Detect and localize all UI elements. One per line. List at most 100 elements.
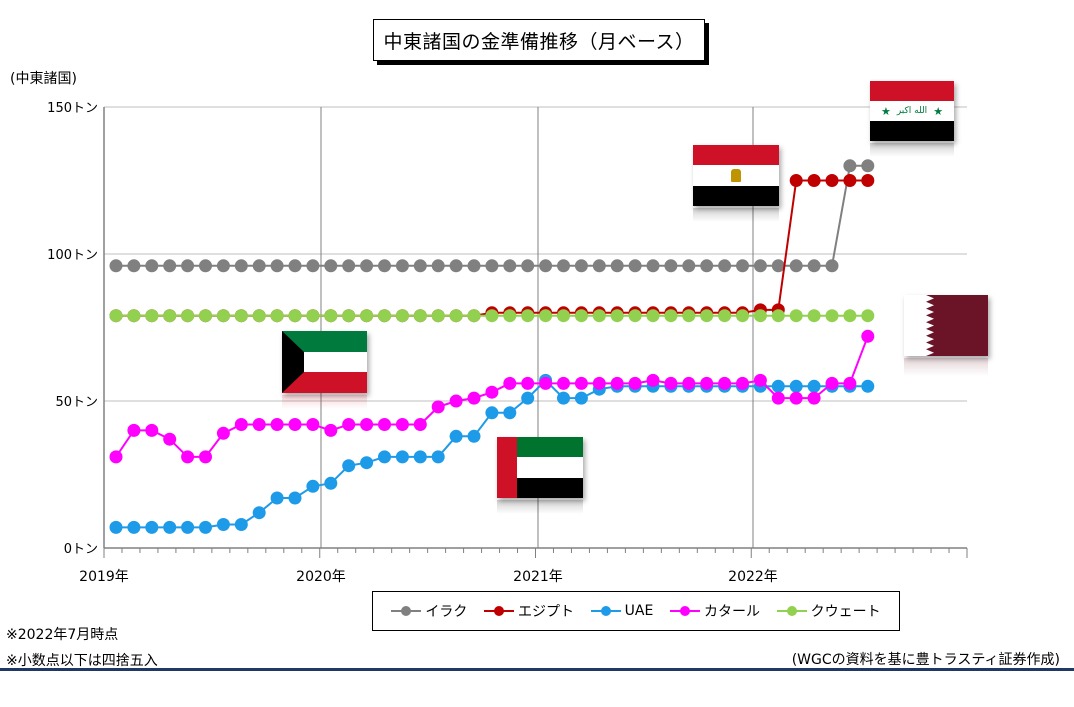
data-point (700, 259, 714, 273)
data-point (252, 506, 266, 520)
data-point (449, 394, 463, 408)
data-point (324, 476, 338, 490)
x-tick-label: 2021年 (513, 569, 563, 585)
x-tick-label: 2022年 (728, 569, 778, 585)
data-point (753, 259, 767, 273)
legend-label: カタール (703, 604, 760, 620)
data-point (700, 309, 714, 323)
data-point (109, 309, 123, 323)
data-point (861, 159, 875, 173)
data-point (449, 309, 463, 323)
data-point (664, 259, 678, 273)
data-point (736, 309, 749, 323)
data-point (252, 259, 266, 273)
data-point (485, 385, 499, 399)
flag-reflection (904, 358, 988, 376)
data-point (163, 259, 177, 273)
data-point (557, 391, 570, 405)
data-point (395, 418, 409, 431)
series-line-2 (116, 378, 868, 529)
data-point (843, 159, 857, 173)
data-point (521, 376, 535, 390)
legend-label: エジプト (517, 604, 574, 620)
data-point (789, 309, 803, 323)
data-point (557, 309, 570, 323)
chart-title-text: 中東諸国の金準備推移（月ベース） (383, 30, 695, 53)
data-point (306, 479, 320, 493)
data-point (628, 259, 642, 273)
data-point (324, 423, 338, 437)
data-point (234, 309, 248, 323)
bottom-rule (0, 668, 1074, 671)
data-point (378, 259, 391, 273)
y-tick-label: 0トン (64, 542, 98, 557)
data-point (753, 309, 767, 323)
data-point (664, 309, 678, 323)
note-rounding: ※小数点以下は四捨五入 (6, 653, 158, 669)
data-point (664, 376, 678, 390)
data-point (342, 259, 356, 273)
legend-swatch (590, 606, 621, 616)
data-point (771, 379, 785, 393)
y-tick-label: 100トン (47, 248, 98, 263)
data-point (861, 379, 875, 393)
data-point (199, 309, 212, 323)
data-point (234, 518, 248, 531)
data-point (342, 309, 356, 323)
data-point (109, 259, 123, 273)
data-point (342, 459, 356, 473)
data-point (145, 309, 159, 323)
kuwait-flag-icon (282, 331, 367, 393)
data-point (378, 418, 391, 431)
data-point (378, 309, 391, 323)
data-point (825, 174, 839, 187)
legend-item-kuwait: クウェート (776, 601, 881, 621)
series (109, 159, 875, 534)
egypt-flag-icon (693, 145, 779, 206)
data-point (736, 376, 749, 390)
data-point (127, 520, 141, 534)
data-point (163, 520, 177, 534)
data-point (181, 520, 195, 534)
data-point (521, 259, 535, 273)
data-point (646, 309, 660, 323)
data-point (467, 391, 481, 405)
data-point (789, 174, 803, 187)
data-point (270, 418, 284, 431)
data-point (216, 259, 230, 273)
legend-label: イラク (425, 604, 468, 620)
data-point (574, 309, 588, 323)
data-point (610, 309, 624, 323)
data-point (539, 259, 553, 273)
legend: イラク エジプト UAE カタール クウェート (372, 591, 900, 631)
flag-reflection (693, 208, 779, 222)
data-point (431, 400, 445, 414)
data-point (771, 259, 785, 273)
data-point (449, 259, 463, 273)
data-point (574, 391, 588, 405)
data-point (109, 520, 123, 534)
data-point (127, 259, 141, 273)
data-point (431, 309, 445, 323)
data-point (127, 423, 141, 437)
data-point (288, 259, 302, 273)
data-point (467, 259, 481, 273)
data-point (539, 376, 553, 390)
x-tick-label: 2019年 (79, 569, 129, 585)
data-point (288, 418, 302, 431)
data-point (771, 309, 785, 323)
data-point (485, 259, 499, 273)
data-point (199, 450, 212, 464)
data-point (807, 379, 821, 393)
data-point (413, 418, 427, 431)
data-point (718, 376, 732, 390)
data-point (431, 259, 445, 273)
data-point (306, 259, 320, 273)
data-point (682, 259, 696, 273)
data-point (467, 429, 481, 443)
data-point (342, 418, 356, 431)
data-point (807, 391, 821, 405)
uae-flag-icon (497, 437, 583, 498)
data-point (771, 391, 785, 405)
data-point (234, 259, 248, 273)
